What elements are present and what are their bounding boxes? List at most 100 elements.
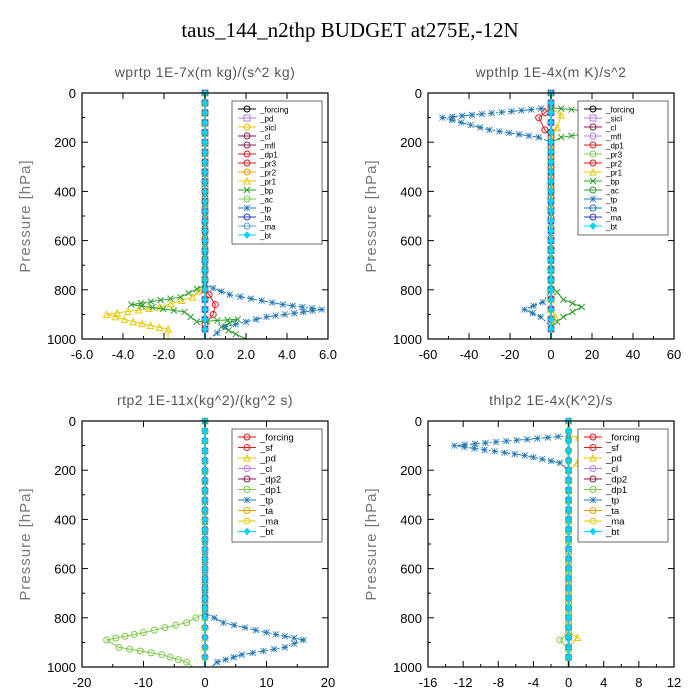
legend-marker bbox=[589, 517, 597, 525]
data-point bbox=[124, 307, 132, 315]
chart-panel-3: rtp2 1E-11x(kg^2)/(kg^2 s) Pressure [hPa]… bbox=[17, 392, 335, 690]
data-point bbox=[209, 284, 217, 292]
legend-entry: _forcing bbox=[259, 433, 294, 444]
legend-entry: _sf bbox=[259, 443, 273, 454]
legend-marker bbox=[243, 527, 251, 536]
data-point bbox=[201, 594, 209, 602]
legend-marker bbox=[589, 486, 597, 493]
data-point bbox=[145, 304, 154, 312]
data-point bbox=[103, 636, 111, 644]
data-point bbox=[272, 631, 280, 638]
data-point bbox=[564, 584, 573, 592]
legend-marker bbox=[243, 176, 251, 185]
data-point bbox=[482, 439, 489, 447]
legend-marker bbox=[243, 475, 251, 483]
legend-marker bbox=[589, 159, 597, 167]
legend-entry: _cl bbox=[259, 464, 272, 475]
legend-marker bbox=[243, 159, 251, 167]
data-point bbox=[471, 445, 478, 452]
x-tick-label: -12 bbox=[454, 675, 473, 690]
data-point bbox=[201, 564, 209, 573]
legend: _forcing_sf_pd_cl_dp2_dp1_tp_ta_ma_bt bbox=[231, 428, 323, 543]
y-tick-label: 200 bbox=[54, 463, 76, 478]
x-tick-label: 6.0 bbox=[319, 347, 337, 362]
x-tick-label: 4 bbox=[600, 675, 607, 690]
data-point bbox=[201, 118, 209, 127]
chart-panel-2: wpthlp 1E-4x(m K)/s^2 Pressure [hPa] -60 -4… bbox=[363, 64, 681, 362]
data-point bbox=[568, 132, 575, 140]
data-point bbox=[534, 435, 541, 442]
legend-marker bbox=[589, 204, 597, 212]
data-point bbox=[486, 126, 493, 134]
data-point bbox=[211, 301, 219, 309]
y-tick-label: 0 bbox=[69, 414, 76, 429]
x-tick-label: -20 bbox=[73, 675, 92, 690]
legend-marker bbox=[243, 486, 251, 493]
data-point bbox=[201, 197, 209, 205]
y-tick-label: 400 bbox=[54, 512, 76, 527]
data-point bbox=[201, 295, 209, 304]
legend-marker bbox=[589, 105, 597, 113]
data-point bbox=[258, 297, 265, 304]
data-point bbox=[554, 433, 562, 440]
x-tick-label: 20 bbox=[585, 347, 599, 362]
data-point bbox=[564, 545, 573, 553]
data-point bbox=[564, 525, 573, 533]
data-point bbox=[461, 443, 468, 451]
data-point bbox=[564, 623, 573, 632]
y-tick-label: 0 bbox=[415, 86, 422, 101]
series-tp bbox=[439, 89, 555, 339]
data-point bbox=[547, 276, 555, 284]
legend: _forcing_sf_pd_cl_dp2_dp1_tp_ta_ma_bt bbox=[577, 428, 669, 543]
x-tick-label: 0 bbox=[201, 675, 208, 690]
data-point bbox=[201, 227, 209, 235]
data-point bbox=[158, 651, 166, 659]
legend-entry: _dp1 bbox=[605, 142, 624, 151]
data-point bbox=[556, 636, 564, 644]
x-tick-label: 20 bbox=[321, 675, 335, 690]
data-point bbox=[247, 295, 255, 302]
data-point bbox=[170, 307, 178, 314]
legend-entry: _pr2 bbox=[259, 169, 277, 178]
legend: _forcing_sicl_cl_mfl_dp1_pr3_pr2_pr1_bp_… bbox=[577, 100, 669, 236]
data-point bbox=[214, 658, 221, 666]
data-point bbox=[147, 649, 155, 657]
legend-marker bbox=[243, 186, 251, 194]
chart-title: wprtp 1E-7x(m kg)/(s^2 kg) bbox=[114, 64, 296, 80]
data-point bbox=[121, 632, 129, 640]
series-bt bbox=[201, 89, 209, 339]
data-point bbox=[192, 614, 200, 622]
data-point bbox=[102, 310, 111, 318]
legend-entry: _ta bbox=[259, 214, 272, 223]
data-point bbox=[547, 128, 555, 137]
data-point bbox=[201, 177, 209, 186]
data-point bbox=[201, 525, 209, 533]
legend-entry: _pd bbox=[259, 115, 273, 124]
y-tick-label: 1000 bbox=[393, 332, 422, 347]
data-point bbox=[201, 99, 209, 107]
data-point bbox=[159, 305, 167, 313]
series-bp bbox=[127, 89, 247, 340]
data-point bbox=[201, 505, 209, 514]
data-point bbox=[205, 291, 213, 299]
legend-entry: _ta bbox=[605, 205, 618, 214]
data-point bbox=[130, 630, 138, 638]
data-point bbox=[498, 108, 505, 116]
series-line bbox=[454, 421, 570, 667]
data-point bbox=[564, 574, 573, 583]
data-point bbox=[547, 457, 555, 465]
data-point bbox=[492, 438, 500, 446]
y-tick-label: 1000 bbox=[47, 660, 76, 675]
data-point bbox=[564, 555, 573, 563]
data-point bbox=[290, 309, 298, 317]
data-point bbox=[564, 476, 573, 484]
data-point bbox=[547, 256, 555, 264]
x-tick-label: 0 bbox=[565, 675, 572, 690]
data-point bbox=[502, 437, 510, 445]
x-tick-label: -8 bbox=[493, 675, 505, 690]
figure-title: taus_144_n2thp BUDGET at275E,-12N bbox=[181, 18, 519, 42]
data-point bbox=[299, 303, 306, 311]
legend-marker bbox=[589, 177, 597, 185]
data-point bbox=[201, 236, 209, 245]
data-point bbox=[290, 640, 298, 647]
